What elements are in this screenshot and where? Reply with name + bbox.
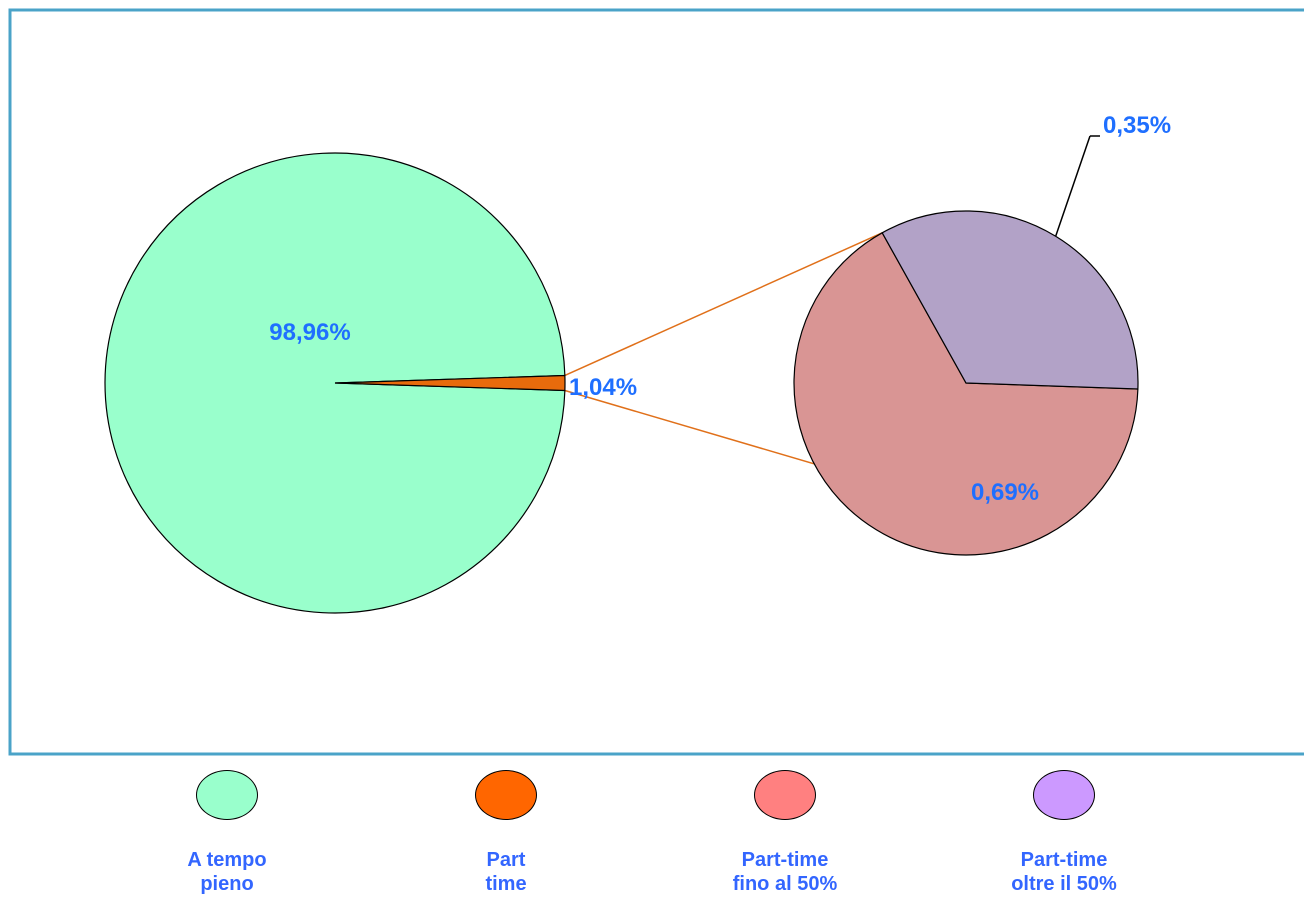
connector-line-top (564, 232, 883, 377)
leader-line-0-35 (1054, 135, 1091, 237)
data-label-part-time-oltre-50: 0,35% (1103, 112, 1171, 139)
legend-swatch (1033, 770, 1095, 820)
legend-label: A tempo pieno (187, 849, 267, 895)
legend-item-part-time-fino-50: Part-time fino al 50% (685, 770, 885, 896)
legend-swatch (754, 770, 816, 820)
pie-slice-part-time-fino-al-50 (793, 231, 1139, 556)
legend-swatch (196, 770, 258, 820)
data-label-part-time-fino-50: 0,69% (971, 479, 1039, 506)
pie-slice-a-tempo-pieno (104, 152, 566, 614)
data-label-part-time: 1,04% (569, 374, 637, 401)
legend-item-part-time-oltre-50: Part-time oltre il 50% (964, 770, 1164, 896)
pie-slice-part-time (334, 374, 566, 392)
secondary-pie (793, 210, 1139, 556)
data-label-a-tempo-pieno: 98,96% (269, 319, 350, 346)
legend-item-a-tempo-pieno: A tempo pieno (127, 770, 327, 896)
legend-item-part-time: Part time (406, 770, 606, 896)
legend-swatch (475, 770, 537, 820)
main-pie (104, 152, 566, 614)
legend-label: Part-time fino al 50% (732, 849, 838, 895)
legend-label: Part-time oltre il 50% (1011, 849, 1117, 895)
legend-label: Part time (485, 849, 527, 895)
